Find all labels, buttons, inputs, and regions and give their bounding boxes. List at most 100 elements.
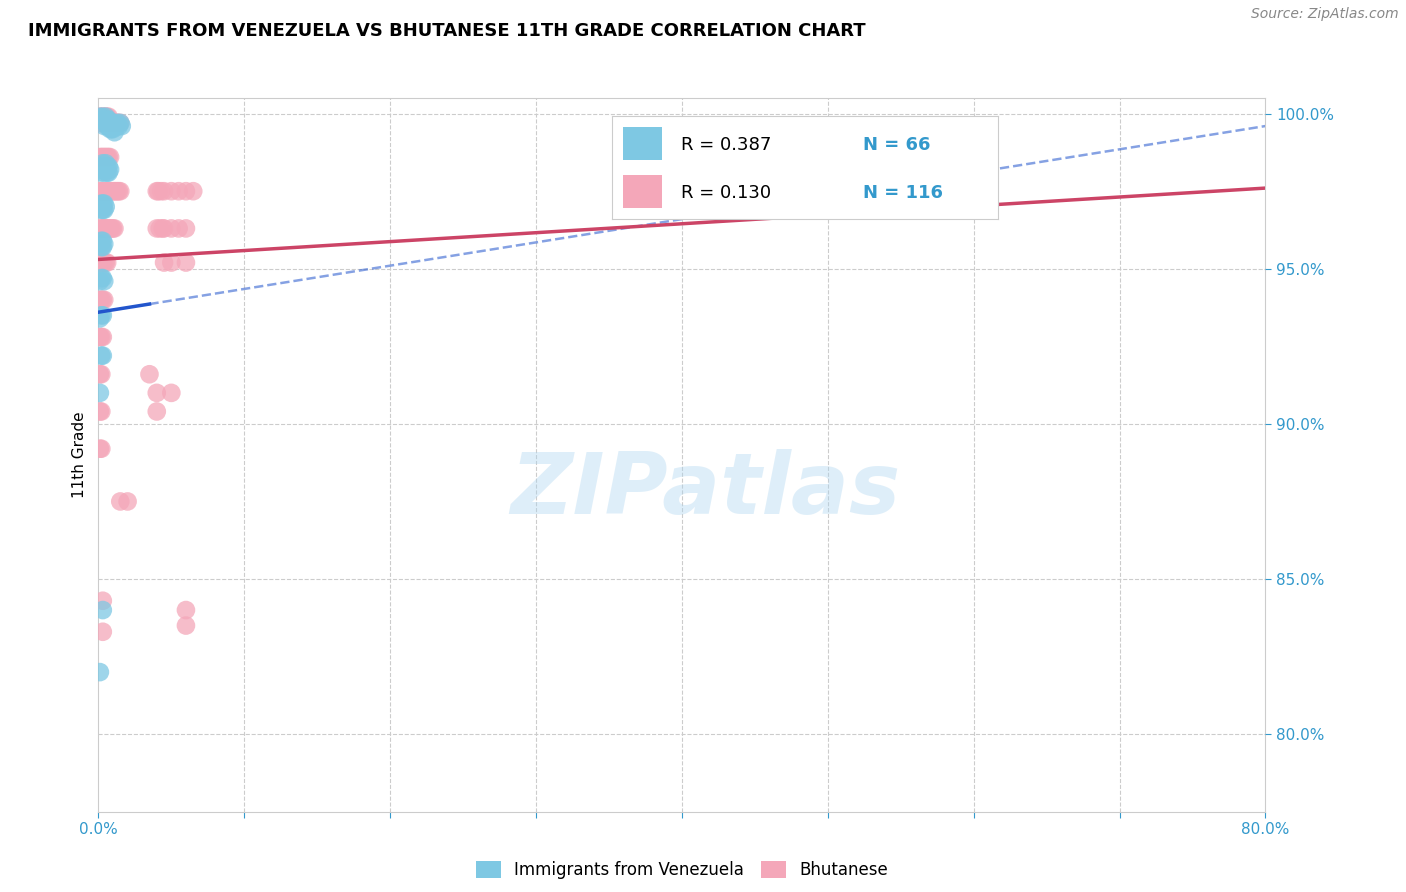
Legend: Immigrants from Venezuela, Bhutanese: Immigrants from Venezuela, Bhutanese bbox=[470, 854, 894, 886]
Point bbox=[89, 385, 111, 400]
Point bbox=[94, 200, 117, 214]
Point bbox=[91, 271, 114, 285]
Point bbox=[97, 150, 120, 164]
Point bbox=[90, 221, 112, 235]
Point bbox=[96, 221, 118, 235]
Text: ZIPatlas: ZIPatlas bbox=[510, 449, 900, 533]
Point bbox=[97, 165, 120, 179]
Point bbox=[97, 112, 120, 127]
Point bbox=[96, 150, 118, 164]
Point bbox=[111, 119, 134, 133]
Point bbox=[91, 156, 114, 170]
Point bbox=[97, 116, 120, 130]
Point bbox=[146, 221, 169, 235]
Point bbox=[93, 274, 115, 288]
Point bbox=[89, 311, 111, 326]
Point bbox=[150, 184, 173, 198]
Point bbox=[103, 125, 125, 139]
Point bbox=[91, 110, 114, 124]
Point bbox=[93, 184, 115, 198]
Point bbox=[89, 116, 111, 130]
Point bbox=[91, 202, 114, 217]
Point bbox=[93, 116, 115, 130]
Point bbox=[91, 330, 114, 344]
Point bbox=[89, 404, 111, 418]
Point bbox=[100, 116, 122, 130]
Point bbox=[94, 110, 117, 124]
Point bbox=[97, 110, 120, 124]
Point bbox=[98, 221, 121, 235]
FancyBboxPatch shape bbox=[623, 176, 662, 208]
Point bbox=[91, 110, 114, 124]
Point bbox=[93, 110, 115, 124]
Point bbox=[101, 116, 124, 130]
Point bbox=[101, 122, 124, 136]
Point bbox=[94, 162, 117, 177]
Point bbox=[90, 404, 112, 418]
Point bbox=[146, 184, 169, 198]
Point bbox=[90, 184, 112, 198]
Point bbox=[90, 196, 112, 211]
Point bbox=[91, 116, 114, 130]
Point bbox=[174, 603, 197, 617]
Point bbox=[90, 271, 112, 285]
Point bbox=[89, 330, 111, 344]
Point bbox=[90, 442, 112, 456]
Point bbox=[105, 116, 128, 130]
Point bbox=[93, 160, 115, 174]
Point bbox=[98, 150, 121, 164]
Point bbox=[94, 184, 117, 198]
Point bbox=[91, 234, 114, 248]
Point bbox=[90, 116, 112, 130]
Point bbox=[97, 184, 120, 198]
Point bbox=[90, 368, 112, 382]
Point bbox=[94, 221, 117, 235]
Point bbox=[90, 255, 112, 269]
Point bbox=[153, 184, 176, 198]
Point bbox=[103, 119, 125, 133]
Point bbox=[153, 255, 176, 269]
Point bbox=[103, 116, 125, 130]
Point bbox=[89, 368, 111, 382]
Point bbox=[98, 184, 121, 198]
Point bbox=[160, 221, 183, 235]
Point bbox=[101, 184, 124, 198]
Point bbox=[167, 221, 190, 235]
Point bbox=[91, 293, 114, 307]
Point bbox=[105, 116, 128, 130]
Point bbox=[89, 110, 111, 124]
Point bbox=[97, 221, 120, 235]
Point bbox=[174, 221, 197, 235]
Point bbox=[153, 221, 176, 235]
Point bbox=[89, 110, 111, 124]
Point bbox=[94, 116, 117, 130]
Point bbox=[91, 196, 114, 211]
Point bbox=[93, 119, 115, 133]
Point bbox=[90, 160, 112, 174]
Point bbox=[108, 119, 131, 133]
Point bbox=[89, 150, 111, 164]
Point bbox=[94, 150, 117, 164]
Point bbox=[174, 255, 197, 269]
Text: N = 116: N = 116 bbox=[863, 184, 943, 202]
Point bbox=[89, 442, 111, 456]
Point bbox=[93, 293, 115, 307]
Point bbox=[100, 116, 122, 130]
Point bbox=[94, 116, 117, 130]
Point bbox=[98, 122, 121, 136]
Point bbox=[89, 221, 111, 235]
Point bbox=[110, 116, 132, 130]
Text: Source: ZipAtlas.com: Source: ZipAtlas.com bbox=[1251, 7, 1399, 21]
Point bbox=[89, 200, 111, 214]
Point bbox=[148, 184, 170, 198]
Point bbox=[90, 202, 112, 217]
Point bbox=[96, 160, 118, 174]
Point bbox=[104, 119, 127, 133]
Point bbox=[100, 122, 122, 136]
Point bbox=[90, 349, 112, 363]
Point bbox=[110, 494, 132, 508]
Point bbox=[104, 116, 127, 130]
Point bbox=[96, 119, 118, 133]
Point bbox=[91, 308, 114, 322]
Text: R = 0.387: R = 0.387 bbox=[682, 136, 772, 153]
